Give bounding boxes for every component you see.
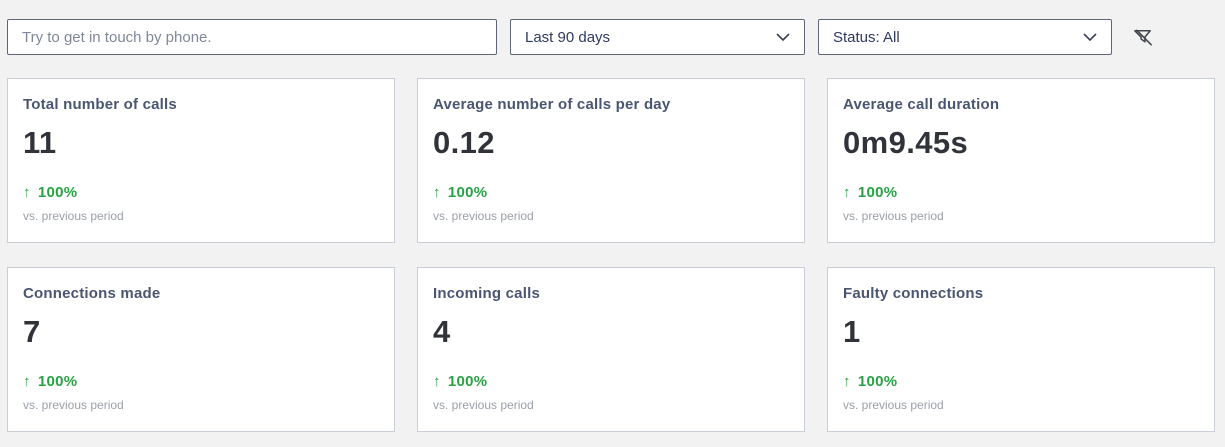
- clear-filters-button[interactable]: [1129, 23, 1158, 52]
- stat-card-delta-value: 100%: [857, 373, 898, 390]
- stat-card-total-calls: Total number of calls 11 ↑ 100% vs. prev…: [7, 78, 395, 243]
- stat-card-delta: ↑ 100%: [433, 373, 789, 390]
- status-select[interactable]: Status: All: [818, 19, 1112, 55]
- stat-card-avg-calls-per-day: Average number of calls per day 0.12 ↑ 1…: [417, 78, 805, 243]
- stat-card-comparison: vs. previous period: [433, 209, 534, 223]
- up-arrow-icon: ↑: [433, 373, 441, 390]
- stat-card-comparison: vs. previous period: [843, 209, 944, 223]
- date-range-select-value: Last 90 days: [525, 28, 611, 46]
- stat-card-title: Faulty connections: [843, 285, 984, 302]
- stat-card-value: 4: [433, 314, 451, 349]
- stat-card-faulty-connections: Faulty connections 1 ↑ 100% vs. previous…: [827, 267, 1215, 432]
- stat-card-comparison: vs. previous period: [433, 398, 534, 412]
- stat-card-avg-call-duration: Average call duration 0m9.45s ↑ 100% vs.…: [827, 78, 1215, 243]
- stat-card-incoming-calls: Incoming calls 4 ↑ 100% vs. previous per…: [417, 267, 805, 432]
- stat-card-delta-value: 100%: [37, 184, 78, 201]
- chevron-down-icon: [1083, 33, 1097, 41]
- up-arrow-icon: ↑: [843, 184, 851, 201]
- stat-card-value: 1: [843, 314, 861, 349]
- stat-card-value: 7: [23, 314, 41, 349]
- stat-card-comparison: vs. previous period: [23, 398, 124, 412]
- up-arrow-icon: ↑: [23, 184, 31, 201]
- stat-card-title: Incoming calls: [433, 285, 540, 302]
- stat-card-delta: ↑ 100%: [843, 184, 1199, 201]
- stat-card-value: 0.12: [433, 125, 495, 160]
- search-input[interactable]: [7, 19, 497, 55]
- stat-card-title: Connections made: [23, 285, 161, 302]
- stat-card-comparison: vs. previous period: [843, 398, 944, 412]
- stat-card-delta: ↑ 100%: [843, 373, 1199, 390]
- up-arrow-icon: ↑: [843, 373, 851, 390]
- chevron-down-icon: [776, 33, 790, 41]
- date-range-select[interactable]: Last 90 days: [510, 19, 805, 55]
- stat-card-delta-value: 100%: [447, 373, 488, 390]
- stats-grid: Total number of calls 11 ↑ 100% vs. prev…: [7, 78, 1225, 432]
- status-select-value: Status: All: [833, 28, 900, 46]
- stat-card-delta-value: 100%: [447, 184, 488, 201]
- up-arrow-icon: ↑: [433, 184, 441, 201]
- stat-card-title: Average number of calls per day: [433, 96, 671, 113]
- filter-off-icon: [1134, 28, 1153, 46]
- stat-card-delta: ↑ 100%: [23, 184, 379, 201]
- call-statistics-dashboard: Last 90 days Status: All Total number of…: [7, 19, 1225, 432]
- stat-card-delta: ↑ 100%: [433, 184, 789, 201]
- stat-card-connections-made: Connections made 7 ↑ 100% vs. previous p…: [7, 267, 395, 432]
- stat-card-delta-value: 100%: [857, 184, 898, 201]
- stat-card-value: 0m9.45s: [843, 125, 969, 160]
- filters-toolbar: Last 90 days Status: All: [7, 19, 1225, 55]
- stat-card-delta: ↑ 100%: [23, 373, 379, 390]
- stat-card-value: 11: [23, 125, 57, 160]
- stat-card-delta-value: 100%: [37, 373, 78, 390]
- stat-card-title: Total number of calls: [23, 96, 177, 113]
- stat-card-comparison: vs. previous period: [23, 209, 124, 223]
- stat-card-title: Average call duration: [843, 96, 1000, 113]
- up-arrow-icon: ↑: [23, 373, 31, 390]
